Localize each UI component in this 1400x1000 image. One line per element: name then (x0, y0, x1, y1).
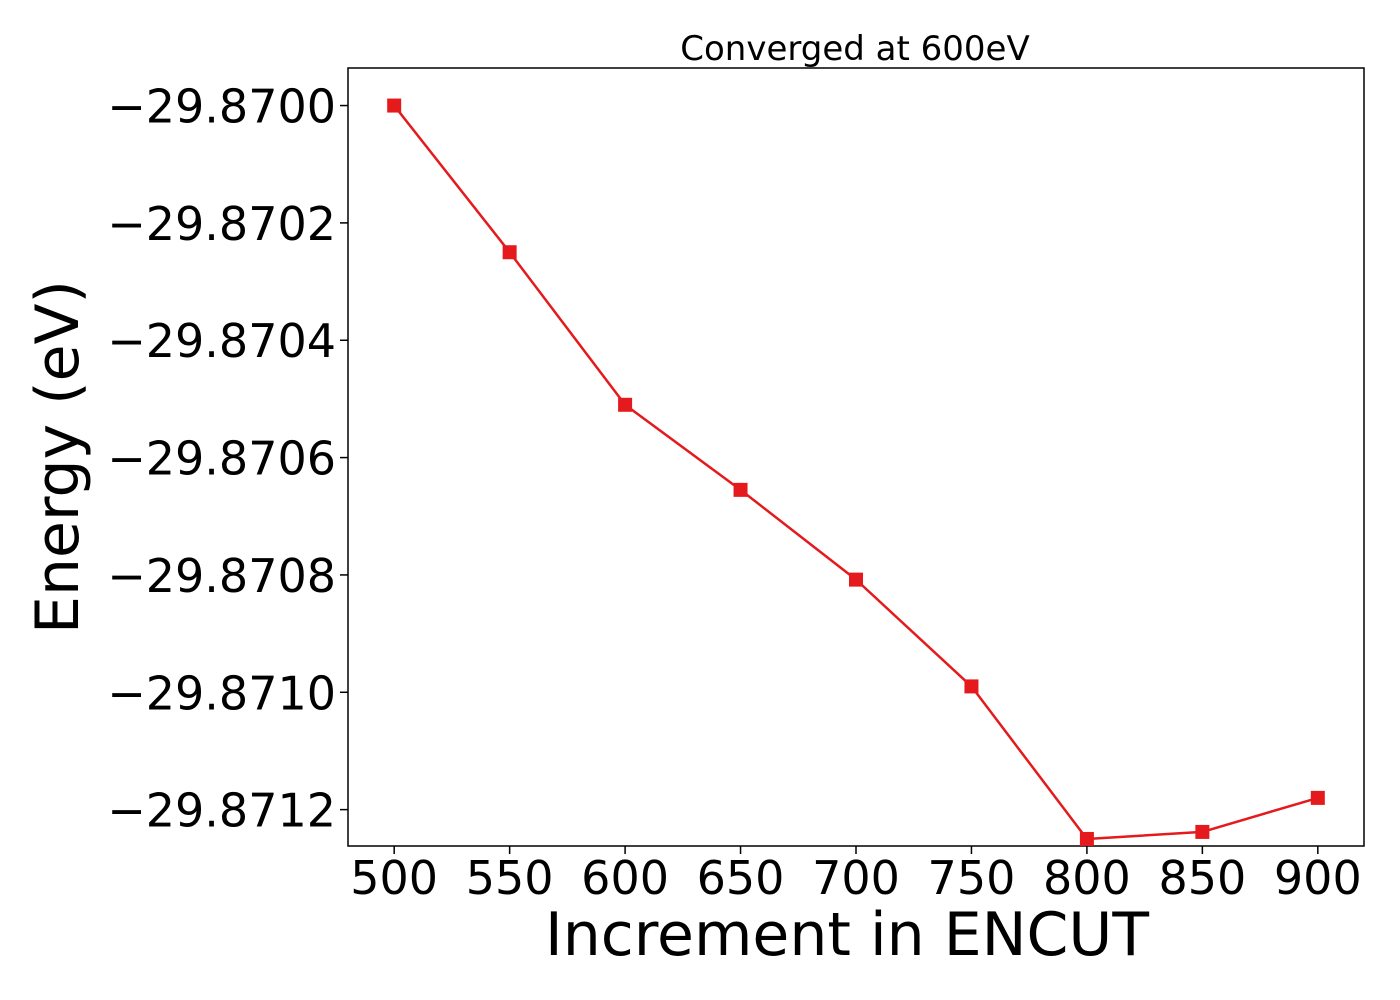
data-point-marker (387, 98, 402, 113)
data-point-marker (1079, 831, 1094, 846)
data-point-marker (618, 397, 633, 412)
series-layer (387, 98, 1325, 846)
x-tick-label: 650 (697, 851, 785, 905)
data-point-marker (1310, 790, 1325, 805)
data-point-marker (733, 482, 748, 497)
y-tick-label: −29.8700 (107, 80, 336, 134)
y-tick-label: −29.8702 (107, 197, 336, 251)
y-tick-label: −29.8704 (107, 314, 336, 368)
y-axis-ticks: −29.8700 −29.8702 −29.8704 −29.8706 −29.8708… (107, 80, 348, 838)
data-point-marker (1195, 824, 1210, 839)
chart-title: Converged at 600eV (680, 29, 1029, 69)
x-tick-label: 700 (812, 851, 900, 905)
data-point-marker (849, 572, 863, 587)
y-tick-label: −29.8712 (107, 784, 336, 838)
x-axis-ticks: 500 550 600 650 700 750 800 850 900 (350, 846, 1362, 905)
y-tick-label: −29.8706 (107, 432, 336, 486)
x-tick-label: 600 (581, 851, 669, 905)
y-tick-label: −29.8710 (107, 666, 336, 720)
x-tick-label: 750 (928, 851, 1016, 905)
x-tick-label: 800 (1043, 851, 1131, 905)
y-axis-title: Energy (eV) (23, 280, 93, 634)
x-tick-label: 550 (466, 851, 554, 905)
x-tick-label: 500 (350, 851, 438, 905)
data-point-marker (502, 245, 517, 260)
y-tick-label: −29.8708 (107, 549, 336, 603)
x-tick-label: 850 (1158, 851, 1246, 905)
x-axis-title: Increment in ENCUT (545, 900, 1149, 970)
data-point-marker (964, 679, 979, 694)
x-tick-label: 900 (1274, 851, 1362, 905)
